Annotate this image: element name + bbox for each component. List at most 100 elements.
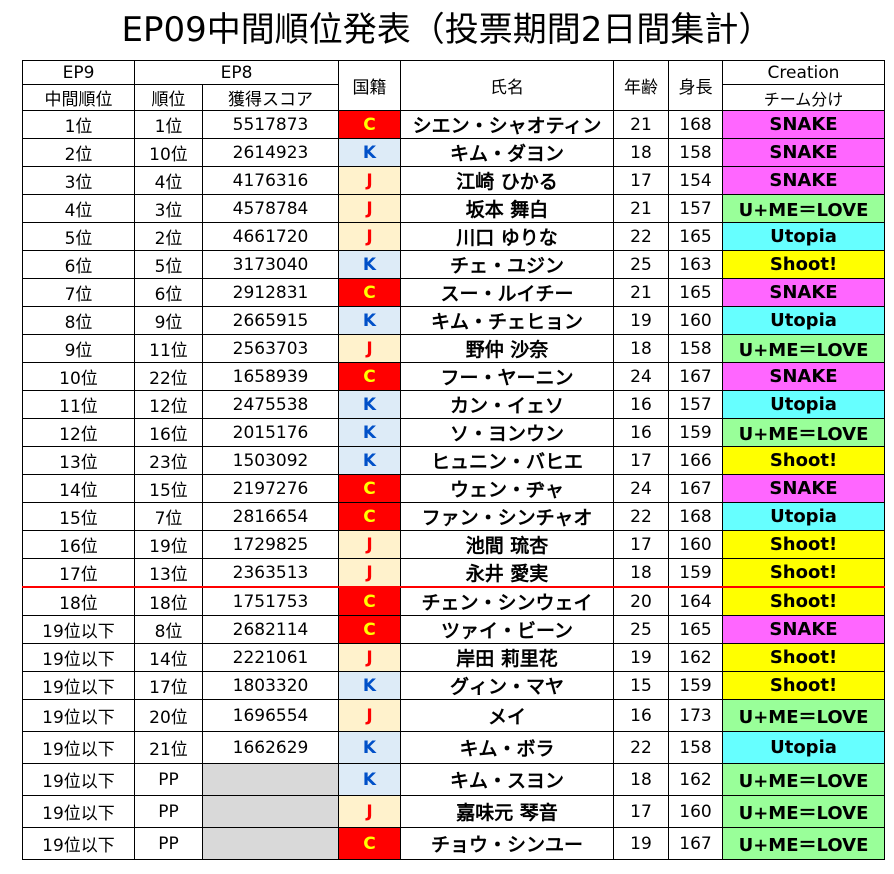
- nationality-cell: J: [338, 334, 401, 363]
- table-row: 5位 2位 4661720 J 川口 ゆりな 22 165 Utopia: [22, 222, 885, 251]
- table-row: 19位以下 PP C チョウ・シンユー 19 167 U+ME＝LOVE: [22, 827, 885, 860]
- name-cell: チェン・シンウェイ: [400, 586, 614, 616]
- name-cell: シエン・シャオティン: [400, 110, 614, 139]
- height-cell: 157: [668, 390, 723, 419]
- mid-rank-cell: 10位: [22, 362, 135, 391]
- team-cell: Shoot!: [722, 671, 885, 700]
- ep8-rank-cell: 19位: [134, 530, 203, 559]
- nationality-cell: C: [338, 278, 401, 307]
- ep8-rank-cell: 11位: [134, 334, 203, 363]
- score-cell: 2912831: [202, 278, 339, 307]
- team-cell: U+ME＝LOVE: [722, 194, 885, 223]
- header-nationality: 国籍: [338, 60, 401, 111]
- mid-rank-cell: 5位: [22, 222, 135, 251]
- nationality-cell: J: [338, 795, 401, 828]
- mid-rank-cell: 19位以下: [22, 615, 135, 644]
- age-cell: 19: [613, 643, 669, 672]
- team-cell: Shoot!: [722, 586, 885, 616]
- nationality-cell: K: [338, 446, 401, 475]
- header-row-2: 中間順位 順位 獲得スコア チーム分け: [22, 84, 885, 111]
- team-cell: U+ME＝LOVE: [722, 699, 885, 732]
- age-cell: 17: [613, 530, 669, 559]
- age-cell: 20: [613, 586, 669, 616]
- mid-rank-cell: 1位: [22, 110, 135, 139]
- score-cell: 2614923: [202, 138, 339, 167]
- ep8-rank-cell: 15位: [134, 474, 203, 503]
- ep8-rank-cell: 20位: [134, 699, 203, 732]
- height-cell: 165: [668, 615, 723, 644]
- ep8-rank-cell: PP: [134, 795, 203, 828]
- name-cell: ツァイ・ビーン: [400, 615, 614, 644]
- table-row: 19位以下 PP J 嘉味元 琴音 17 160 U+ME＝LOVE: [22, 795, 885, 828]
- height-cell: 154: [668, 166, 723, 195]
- mid-rank-cell: 8位: [22, 306, 135, 335]
- age-cell: 19: [613, 306, 669, 335]
- score-cell: 4661720: [202, 222, 339, 251]
- score-cell: [202, 763, 339, 796]
- mid-rank-cell: 13位: [22, 446, 135, 475]
- team-cell: SNAKE: [722, 615, 885, 644]
- mid-rank-cell: 19位以下: [22, 763, 135, 796]
- age-cell: 18: [613, 138, 669, 167]
- team-cell: SNAKE: [722, 278, 885, 307]
- ep8-rank-cell: 10位: [134, 138, 203, 167]
- height-cell: 158: [668, 334, 723, 363]
- table-row: 8位 9位 2665915 K キム・チェヒョン 19 160 Utopia: [22, 306, 885, 335]
- ep8-rank-cell: PP: [134, 763, 203, 796]
- ep8-rank-cell: PP: [134, 827, 203, 860]
- name-cell: ヒュニン・バヒエ: [400, 446, 614, 475]
- team-cell: SNAKE: [722, 138, 885, 167]
- ep8-rank-cell: 3位: [134, 194, 203, 223]
- team-cell: U+ME＝LOVE: [722, 795, 885, 828]
- team-cell: Utopia: [722, 390, 885, 419]
- header-mid-rank: 中間順位: [22, 84, 135, 111]
- score-cell: 1803320: [202, 671, 339, 700]
- name-cell: チョウ・シンユー: [400, 827, 614, 860]
- mid-rank-cell: 4位: [22, 194, 135, 223]
- height-cell: 164: [668, 586, 723, 616]
- nationality-cell: J: [338, 699, 401, 732]
- nationality-cell: C: [338, 615, 401, 644]
- height-cell: 160: [668, 306, 723, 335]
- team-cell: Shoot!: [722, 558, 885, 588]
- name-cell: 池間 琉杏: [400, 530, 614, 559]
- height-cell: 165: [668, 222, 723, 251]
- ep8-rank-cell: 14位: [134, 643, 203, 672]
- header-height: 身長: [668, 60, 723, 111]
- score-cell: 2475538: [202, 390, 339, 419]
- header-team: チーム分け: [722, 84, 885, 111]
- name-cell: 坂本 舞白: [400, 194, 614, 223]
- team-cell: SNAKE: [722, 110, 885, 139]
- table-row: 6位 5位 3173040 K チェ・ユジン 25 163 Shoot!: [22, 250, 885, 279]
- name-cell: 江崎 ひかる: [400, 166, 614, 195]
- team-cell: Shoot!: [722, 643, 885, 672]
- mid-rank-cell: 18位: [22, 586, 135, 616]
- height-cell: 159: [668, 418, 723, 447]
- ep8-rank-cell: 13位: [134, 558, 203, 588]
- height-cell: 160: [668, 530, 723, 559]
- age-cell: 16: [613, 418, 669, 447]
- score-cell: 1696554: [202, 699, 339, 732]
- name-cell: キム・スヨン: [400, 763, 614, 796]
- name-cell: 川口 ゆりな: [400, 222, 614, 251]
- age-cell: 22: [613, 731, 669, 764]
- ep8-rank-cell: 18位: [134, 586, 203, 616]
- table-row: 3位 4位 4176316 J 江崎 ひかる 17 154 SNAKE: [22, 166, 885, 195]
- team-cell: Utopia: [722, 222, 885, 251]
- nationality-cell: C: [338, 586, 401, 616]
- age-cell: 24: [613, 362, 669, 391]
- height-cell: 165: [668, 278, 723, 307]
- header-rank: 順位: [134, 84, 203, 111]
- name-cell: キム・ダヨン: [400, 138, 614, 167]
- team-cell: U+ME＝LOVE: [722, 763, 885, 796]
- table-row: 19位以下 PP K キム・スヨン 18 162 U+ME＝LOVE: [22, 763, 885, 796]
- table-row: 12位 16位 2015176 K ソ・ヨンウン 16 159 U+ME＝LOVE: [22, 418, 885, 447]
- ep8-rank-cell: 23位: [134, 446, 203, 475]
- table-row: 11位 12位 2475538 K カン・イェソ 16 157 Utopia: [22, 390, 885, 419]
- table-row: 19位以下 17位 1803320 K グィン・マヤ 15 159 Shoot!: [22, 671, 885, 700]
- mid-rank-cell: 11位: [22, 390, 135, 419]
- ep8-rank-cell: 5位: [134, 250, 203, 279]
- table-row: 19位以下 21位 1662629 K キム・ボラ 22 158 Utopia: [22, 731, 885, 764]
- age-cell: 18: [613, 558, 669, 588]
- mid-rank-cell: 19位以下: [22, 671, 135, 700]
